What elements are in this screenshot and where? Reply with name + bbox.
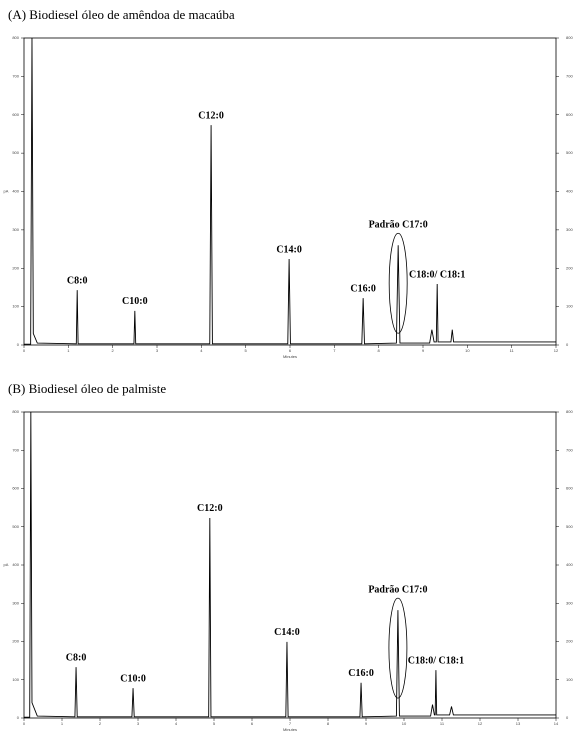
x-tick-label: 10 xyxy=(465,348,470,353)
x-tick-label: 9 xyxy=(422,348,425,353)
peak-label: C12:0 xyxy=(198,110,224,121)
peak-circle xyxy=(388,232,408,334)
x-tick-label: 4 xyxy=(200,348,203,353)
y-tick-label-right: 800 xyxy=(566,35,573,40)
y-tick-label: 100 xyxy=(12,677,19,682)
y-tick-label-right: 300 xyxy=(566,600,573,605)
peak-label: C10:0 xyxy=(122,296,148,307)
y-axis-label: pA xyxy=(4,189,9,194)
peak-label: C12:0 xyxy=(197,503,223,514)
x-tick-label: 5 xyxy=(213,721,216,726)
y-tick-label-right: 100 xyxy=(566,304,573,309)
x-axis-label: Minutes xyxy=(283,727,297,732)
x-tick-label: 0 xyxy=(23,721,26,726)
x-tick-label: 5 xyxy=(245,348,248,353)
y-tick-label-right: 800 xyxy=(566,409,573,414)
x-tick-label: 14 xyxy=(554,721,559,726)
x-tick-label: 12 xyxy=(554,348,559,353)
y-tick-label: 300 xyxy=(12,227,19,232)
y-tick-label-right: 400 xyxy=(566,189,573,194)
peak-label: Padrão C17:0 xyxy=(369,220,428,231)
x-tick-label: 8 xyxy=(378,348,381,353)
y-tick-label-right: 200 xyxy=(566,639,573,644)
x-tick-label: 11 xyxy=(510,348,515,353)
x-tick-label: 13 xyxy=(516,721,521,726)
y-tick-label-right: 400 xyxy=(566,562,573,567)
y-tick-label: 800 xyxy=(12,409,19,414)
peak-label: C18:0/ C18:1 xyxy=(408,655,464,666)
peak-label: C16:0 xyxy=(348,668,374,679)
y-tick-label-right: 500 xyxy=(566,150,573,155)
y-tick-label: 0 xyxy=(17,715,20,720)
y-tick-label: 500 xyxy=(12,524,19,529)
plot-frame xyxy=(23,411,557,719)
panel-title: (B) Biodiesel óleo de palmiste xyxy=(8,381,166,396)
x-axis-label: Minutes xyxy=(283,354,297,359)
y-tick-label-right: 700 xyxy=(566,447,573,452)
y-tick-label-right: 700 xyxy=(566,73,573,78)
peak-label: Padrão C17:0 xyxy=(368,584,427,595)
y-tick-label: 200 xyxy=(12,265,19,270)
trace xyxy=(24,37,556,345)
y-tick-label: 200 xyxy=(12,639,19,644)
x-tick-label: 7 xyxy=(289,721,292,726)
x-tick-label: 0 xyxy=(23,348,26,353)
y-tick-label: 400 xyxy=(12,189,19,194)
y-axis-label: pA xyxy=(4,562,9,567)
y-tick-label-right: 600 xyxy=(566,112,573,117)
y-tick-label: 600 xyxy=(12,486,19,491)
peak-label: C10:0 xyxy=(120,673,146,684)
y-tick-label: 800 xyxy=(12,35,19,40)
y-tick-label: 400 xyxy=(12,562,19,567)
y-tick-label-right: 300 xyxy=(566,227,573,232)
peak-label: C14:0 xyxy=(276,244,302,255)
y-tick-label: 100 xyxy=(12,304,19,309)
x-tick-label: 6 xyxy=(289,348,292,353)
peak-label: C14:0 xyxy=(274,627,300,638)
y-tick-label: 300 xyxy=(12,600,19,605)
x-tick-label: 2 xyxy=(112,348,115,353)
x-tick-label: 7 xyxy=(333,348,336,353)
y-tick-label: 500 xyxy=(12,150,19,155)
x-tick-label: 10 xyxy=(402,721,407,726)
x-tick-label: 3 xyxy=(137,721,140,726)
peak-label: C16:0 xyxy=(350,283,376,294)
y-tick-label-right: 0 xyxy=(566,342,569,347)
y-tick-label: 700 xyxy=(12,73,19,78)
y-tick-label: 0 xyxy=(17,342,20,347)
panel-title: (A) Biodiesel óleo de amêndoa de macaúba xyxy=(8,7,235,22)
x-tick-label: 12 xyxy=(478,721,483,726)
x-tick-label: 6 xyxy=(251,721,254,726)
y-tick-label-right: 500 xyxy=(566,524,573,529)
x-tick-label: 4 xyxy=(175,721,178,726)
y-tick-label-right: 0 xyxy=(566,715,569,720)
x-tick-label: 3 xyxy=(156,348,159,353)
peak-label: C8:0 xyxy=(67,275,88,286)
peak-circle xyxy=(388,597,408,699)
trace xyxy=(24,411,556,718)
peak-label: C18:0/ C18:1 xyxy=(409,269,465,280)
y-tick-label-right: 100 xyxy=(566,677,573,682)
x-tick-label: 9 xyxy=(365,721,368,726)
y-tick-label: 700 xyxy=(12,447,19,452)
x-tick-label: 1 xyxy=(67,348,70,353)
x-tick-label: 1 xyxy=(61,721,64,726)
y-tick-label-right: 200 xyxy=(566,265,573,270)
y-tick-label: 600 xyxy=(12,112,19,117)
y-tick-label-right: 600 xyxy=(566,486,573,491)
x-tick-label: 11 xyxy=(440,721,445,726)
x-tick-label: 2 xyxy=(99,721,102,726)
peak-label: C8:0 xyxy=(66,652,87,663)
x-tick-label: 8 xyxy=(327,721,330,726)
